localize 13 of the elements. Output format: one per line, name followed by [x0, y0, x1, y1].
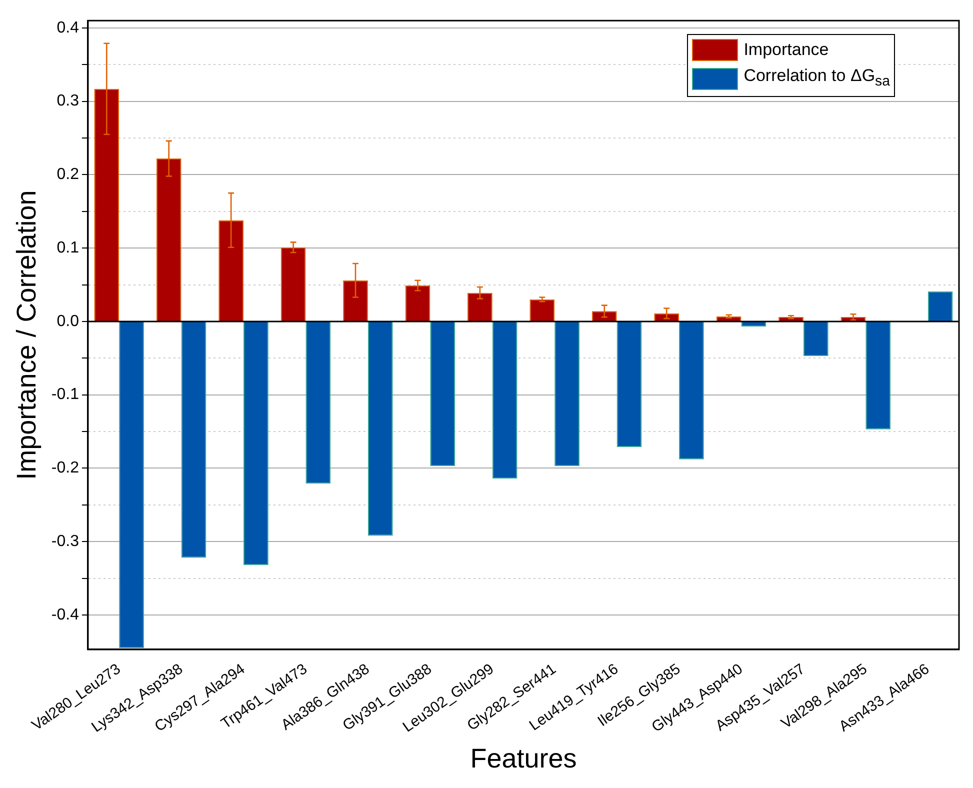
y-tick-label: 0.3: [56, 92, 80, 110]
x-axis-title: Features: [470, 743, 577, 774]
legend-label: Correlation to ΔG$_{sa}$: [744, 65, 890, 92]
y-tick-label: 0.0: [56, 312, 80, 330]
y-tick-label: -0.1: [51, 386, 80, 404]
y-tick-label: 0.1: [56, 239, 80, 256]
y-tick-label: -0.3: [51, 533, 80, 550]
y-tick-label: -0.2: [51, 460, 80, 477]
y-tick-label: -0.4: [51, 606, 80, 624]
y-axis-title: Importance / Correlation: [12, 190, 42, 480]
legend-label: Importance: [744, 39, 829, 61]
y-tick-label: 0.4: [56, 19, 80, 36]
y-tick-label: 0.2: [56, 166, 80, 184]
